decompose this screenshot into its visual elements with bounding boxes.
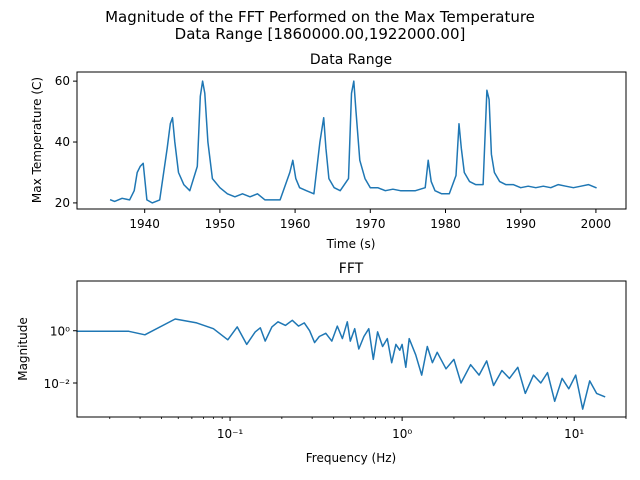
x-tick-label: 1960 bbox=[280, 217, 311, 231]
x-tick-label: 10⁻¹ bbox=[217, 427, 244, 441]
data-range-ylabel: Max Temperature (C) bbox=[30, 77, 44, 203]
fft-ticks: 10⁻¹ 10⁰ 10¹ 10⁻² 10⁰ bbox=[44, 325, 627, 441]
max-temperature-line bbox=[109, 80, 597, 204]
x-tick-label: 10¹ bbox=[564, 427, 584, 441]
fft-title: FFT bbox=[339, 261, 364, 277]
x-tick-label: 1950 bbox=[205, 217, 236, 231]
data-range-title: Data Range bbox=[310, 52, 392, 68]
y-tick-label: 60 bbox=[55, 74, 70, 88]
y-tick-label: 20 bbox=[55, 196, 70, 210]
x-tick-label: 1980 bbox=[430, 217, 461, 231]
x-tick-label: 1990 bbox=[505, 217, 536, 231]
fft-ylabel: Magnitude bbox=[16, 317, 30, 381]
figure-suptitle-line1: Magnitude of the FFT Performed on the Ma… bbox=[105, 8, 535, 26]
figure-suptitle-line2: Data Range [1860000.00,1922000.00] bbox=[175, 25, 466, 43]
data-range-xlabel: Time (s) bbox=[326, 237, 376, 251]
y-tick-label: 10⁻² bbox=[44, 377, 71, 391]
x-tick-label: 10⁰ bbox=[392, 427, 412, 441]
fft-magnitude-line bbox=[76, 318, 606, 410]
data-range-axes-frame bbox=[76, 71, 627, 210]
data-range-panel: Data Range 1940 1950 1960 1970 1980 1990 2000 2… bbox=[30, 52, 627, 251]
fft-axes-frame bbox=[76, 280, 627, 418]
fft-xlabel: Frequency (Hz) bbox=[306, 451, 397, 465]
y-tick-label: 40 bbox=[55, 135, 70, 149]
data-range-ticks: 1940 1950 1960 1970 1980 1990 2000 20 40 60 bbox=[55, 74, 611, 231]
x-tick-label: 1940 bbox=[129, 217, 160, 231]
x-tick-label: 2000 bbox=[581, 217, 612, 231]
fft-panel: FFT 10⁻¹ 10⁰ 10¹ 10⁻² 10⁰ Frequency (Hz) Mag… bbox=[16, 261, 627, 465]
x-tick-label: 1970 bbox=[355, 217, 386, 231]
y-tick-label: 10⁰ bbox=[50, 325, 70, 339]
